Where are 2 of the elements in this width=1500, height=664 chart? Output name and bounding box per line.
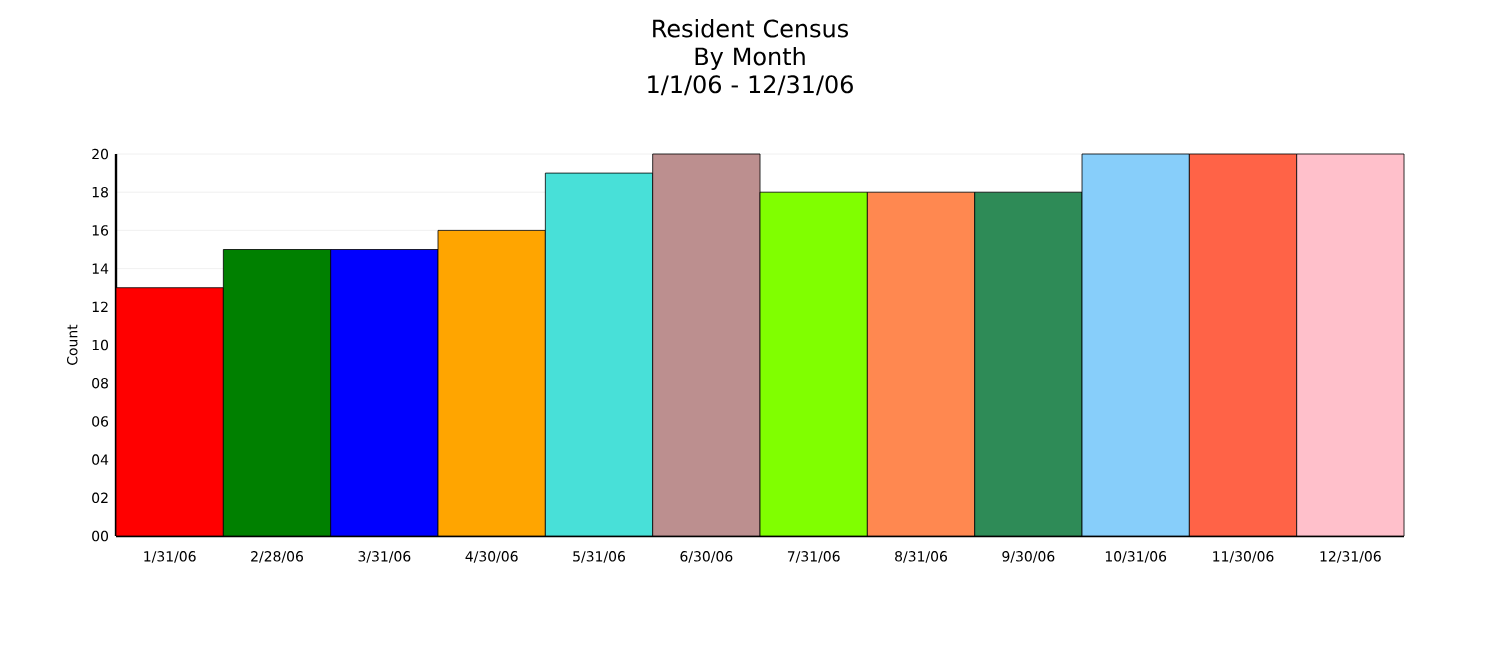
chart-subtitle: By Month 1/1/06 - 12/31/06 (648, 46, 853, 96)
chart-title: Resident Census (653, 19, 848, 38)
